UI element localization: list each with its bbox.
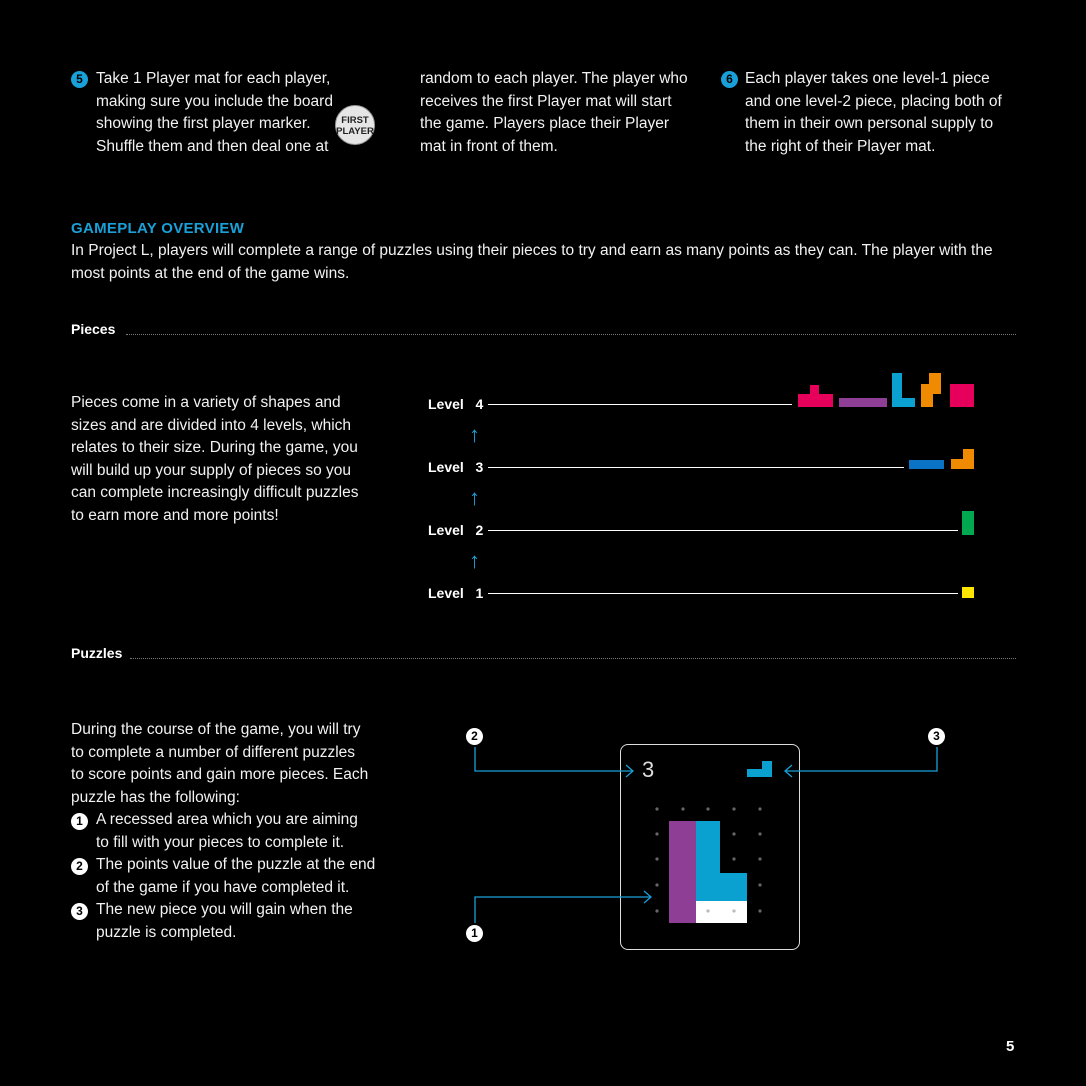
- item-line: The points value of the puzzle at the en…: [96, 856, 376, 873]
- level-number: 3: [475, 459, 484, 475]
- pieces-line: sizes and are divided into 4 levels, whi…: [71, 416, 352, 434]
- puzzles-line: During the course of the game, you will …: [71, 721, 361, 738]
- level-2-piece-icon: [962, 511, 974, 535]
- step-5-cont-line: mat in front of them.: [420, 137, 558, 155]
- step-5-cont-line: random to each player. The player who: [420, 70, 688, 87]
- level-1-label: Level 1: [428, 585, 483, 601]
- step-6-number: 6: [721, 71, 738, 88]
- step-5-number: 5: [71, 71, 88, 88]
- level-4-pieces-icon: [798, 373, 974, 407]
- overview-line: most points at the end of the game wins.: [71, 264, 350, 282]
- gameplay-overview-text: In Project L, players will complete a ra…: [71, 240, 1031, 285]
- step-5-continued-text: random to each player. The player who re…: [420, 68, 700, 158]
- pieces-line: will build up your supply of pieces so y…: [71, 461, 352, 479]
- badge-line: PLAYER: [336, 126, 374, 137]
- level-3-pieces-icon: [909, 449, 974, 469]
- step-5-cont-line: receives the first Player mat will start: [420, 92, 672, 110]
- level-word: Level: [428, 459, 464, 475]
- page-number: 5: [1006, 1038, 1015, 1055]
- gameplay-overview-heading: GAMEPLAY OVERVIEW: [71, 220, 245, 237]
- step-5-cont-line: the game. Players place their Player: [420, 115, 669, 132]
- puzzles-description: During the course of the game, you will …: [71, 719, 391, 809]
- puzzles-line: puzzle has the following:: [71, 788, 240, 806]
- arrow-up-icon: ↑: [469, 422, 480, 447]
- reward-piece-icon: [747, 761, 772, 777]
- level-number: 2: [475, 522, 484, 538]
- callout-1-number: 1: [466, 925, 483, 942]
- puzzles-divider: [130, 658, 1016, 659]
- level-3-label: Level 3: [428, 459, 483, 475]
- pieces-line: relates to their size. During the game, …: [71, 439, 358, 456]
- callout-2-number: 2: [466, 728, 483, 745]
- item-line: A recessed area which you are aiming: [96, 811, 358, 828]
- pieces-line: to earn more and more points!: [71, 506, 279, 524]
- step-5-line: showing the first player marker.: [96, 115, 311, 132]
- level-word: Level: [428, 522, 464, 538]
- level-word: Level: [428, 396, 464, 412]
- level-2-label: Level 2: [428, 522, 483, 538]
- first-player-badge-icon: FIRST PLAYER: [335, 105, 375, 145]
- level-number: 4: [475, 396, 484, 412]
- puzzle-card: [620, 744, 800, 950]
- pieces-divider: [126, 334, 1016, 335]
- puzzle-points-value: 3: [642, 757, 655, 782]
- item-1-text: A recessed area which you are aiming to …: [96, 809, 396, 854]
- puzzles-line: to score points and gain more pieces. Ea…: [71, 766, 369, 783]
- item-2-number: 2: [71, 858, 88, 875]
- arrow-up-icon: ↑: [469, 548, 480, 573]
- step-6-line: and one level-2 piece, placing both of: [745, 92, 1002, 110]
- puzzles-subheading: Puzzles: [71, 645, 123, 661]
- badge-line: FIRST: [341, 115, 369, 126]
- item-line: to fill with your pieces to complete it.: [96, 833, 345, 851]
- pieces-description: Pieces come in a variety of shapes and s…: [71, 392, 381, 527]
- item-3-number: 3: [71, 903, 88, 920]
- level-4-line: [488, 404, 792, 405]
- step-5-line: Take 1 Player mat for each player,: [96, 70, 331, 87]
- step-6-text: Each player takes one level-1 piece and …: [745, 68, 1035, 158]
- item-line: of the game if you have completed it.: [96, 878, 350, 896]
- puzzles-line: to complete a number of different puzzle…: [71, 743, 356, 761]
- level-4-label: Level 4: [428, 396, 483, 412]
- level-1-piece-icon: [962, 587, 974, 598]
- overview-line: In Project L, players will complete a ra…: [71, 242, 993, 259]
- arrow-up-icon: ↑: [469, 485, 480, 510]
- step-6-line: them in their own personal supply to: [745, 115, 994, 132]
- pieces-line: can complete increasingly difficult puzz…: [71, 484, 359, 501]
- level-3-line: [488, 467, 904, 468]
- level-word: Level: [428, 585, 464, 601]
- step-6-line: the right of their Player mat.: [745, 137, 936, 155]
- level-1-line: [488, 593, 958, 594]
- item-1-number: 1: [71, 813, 88, 830]
- item-line: The new piece you will gain when the: [96, 901, 353, 918]
- step-5-line: making sure you include the board: [96, 92, 333, 110]
- item-line: puzzle is completed.: [96, 923, 237, 941]
- pieces-subheading: Pieces: [71, 321, 116, 337]
- level-number: 1: [475, 585, 484, 601]
- step-6-line: Each player takes one level-1 piece: [745, 70, 990, 87]
- level-2-line: [488, 530, 958, 531]
- step-5-line: Shuffle them and then deal one at: [96, 137, 329, 155]
- item-3-text: The new piece you will gain when the puz…: [96, 899, 396, 944]
- pieces-line: Pieces come in a variety of shapes and: [71, 394, 341, 411]
- callout-3-number: 3: [928, 728, 945, 745]
- callout-pointers: [474, 747, 938, 923]
- step-5-text: Take 1 Player mat for each player, makin…: [96, 68, 346, 158]
- item-2-text: The points value of the puzzle at the en…: [96, 854, 396, 899]
- puzzle-grid-icon: [655, 807, 762, 923]
